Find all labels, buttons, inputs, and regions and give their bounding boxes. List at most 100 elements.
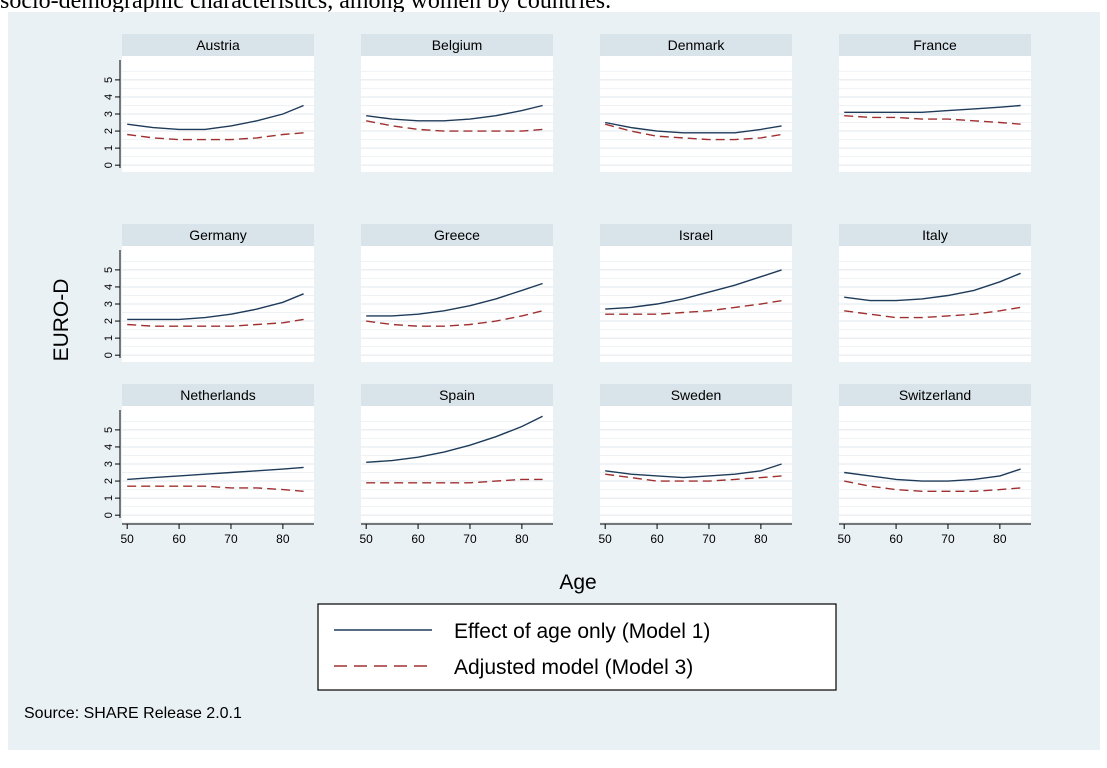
panel-header (839, 34, 1031, 56)
panel-header (600, 384, 792, 406)
series-model3-line (844, 115, 1021, 125)
panel-title: Greece (434, 227, 480, 243)
series-model1-line (366, 104, 543, 122)
series-model1-line (844, 104, 1021, 114)
panel-header (600, 224, 792, 246)
x-tick-label: 80 (276, 532, 290, 546)
panel-spain: Spain 50 60 70 80 (360, 384, 553, 546)
series-model3-line (127, 318, 304, 327)
y-tick-label: 5 (103, 77, 115, 83)
panel-title: Netherlands (180, 387, 256, 403)
y-tick-label: 4 (103, 444, 115, 450)
panel-title: Belgium (432, 37, 483, 53)
series-model1-line (127, 466, 304, 481)
series-model1-line (605, 463, 782, 479)
series-model1-line (366, 282, 543, 317)
panel-title: Denmark (668, 37, 726, 53)
y-tick-label: 5 (103, 267, 115, 273)
x-tick-label: 50 (599, 532, 613, 546)
series-model3-line (605, 123, 782, 141)
y-tick-label: 0 (103, 352, 115, 358)
series-model3-line (605, 473, 782, 482)
series-model1-line (127, 293, 304, 321)
y-tick-label: 4 (103, 94, 115, 100)
y-tick-label: 4 (103, 284, 115, 290)
series-model1-line (605, 121, 782, 134)
legend: Effect of age only (Model 1) Adjusted mo… (317, 603, 837, 691)
series-model3-line (127, 485, 304, 492)
y-tick-label: 1 (103, 495, 115, 501)
y-tick-label: 1 (103, 335, 115, 341)
panel-header (839, 224, 1031, 246)
x-tick-label: 70 (224, 532, 238, 546)
panel-title: Sweden (671, 387, 722, 403)
panel-belgium: Belgium (361, 34, 553, 172)
panel-header (361, 384, 553, 406)
series-model3-line (844, 480, 1021, 492)
legend-box (317, 603, 837, 691)
series-model1-line (605, 269, 782, 310)
panel-title: Italy (922, 227, 948, 243)
panel-header (839, 384, 1031, 406)
panel-title: Austria (196, 37, 240, 53)
header-text: socio-demographic characteristics, among… (0, 0, 612, 14)
x-tick-label: 50 (838, 532, 852, 546)
x-tick-label: 60 (411, 532, 425, 546)
x-tick-label: 50 (121, 532, 135, 546)
panel-israel: Israel (600, 224, 792, 362)
panel-header (600, 34, 792, 56)
series-model3-line (844, 306, 1021, 319)
series-model1-line (844, 272, 1021, 302)
panel-title: Spain (439, 387, 475, 403)
panel-header (122, 224, 314, 246)
legend-label-model1: Effect of age only (Model 1) (454, 620, 710, 643)
panel-title: Israel (679, 227, 713, 243)
panel-sweden: Sweden 50 60 70 80 (599, 384, 792, 546)
panel-italy: Italy (839, 224, 1031, 362)
panel-grid: Austria 0 1 2 3 4 5 Belgium Denmark France Germany… (103, 34, 1031, 546)
panel-header (122, 34, 314, 56)
legend-label-model3: Adjusted model (Model 3) (454, 656, 693, 679)
y-tick-label: 2 (103, 128, 115, 134)
x-tick-label: 60 (172, 532, 186, 546)
panel-denmark: Denmark (600, 34, 792, 172)
series-model3-line (366, 120, 543, 132)
panel-germany: Germany 0 1 2 3 4 5 (103, 224, 314, 362)
x-tick-label: 60 (650, 532, 664, 546)
x-tick-label: 60 (889, 532, 903, 546)
panel-header (122, 384, 314, 406)
x-tick-label: 70 (463, 532, 477, 546)
y-tick-label: 2 (103, 318, 115, 324)
y-tick-label: 2 (103, 478, 115, 484)
x-tick-label: 70 (941, 532, 955, 546)
panel-switzerland: Switzerland 50 60 70 80 (838, 384, 1031, 546)
series-model3-line (366, 478, 543, 484)
source-note: Source: SHARE Release 2.0.1 (24, 705, 242, 722)
x-tick-label: 80 (515, 532, 529, 546)
y-tick-label: 5 (103, 427, 115, 433)
series-model1-line (844, 468, 1021, 482)
x-tick-label: 80 (754, 532, 768, 546)
series-model1-line (127, 104, 304, 131)
panel-header (361, 34, 553, 56)
x-tick-label: 50 (360, 532, 374, 546)
panel-netherlands: Netherlands 0 1 2 3 4 5 50 60 70 80 (103, 384, 314, 546)
y-tick-label: 3 (103, 461, 115, 467)
series-model1-line (366, 415, 543, 463)
y-tick-label: 0 (103, 162, 115, 168)
panel-header (361, 224, 553, 246)
x-tick-label: 80 (993, 532, 1007, 546)
y-tick-label: 3 (103, 111, 115, 117)
panel-title: Germany (189, 227, 247, 243)
series-model3-line (605, 299, 782, 315)
y-tick-label: 3 (103, 301, 115, 307)
y-tick-label: 0 (103, 512, 115, 518)
panel-austria: Austria 0 1 2 3 4 5 (103, 34, 314, 172)
series-model3-line (366, 310, 543, 327)
panel-title: Switzerland (899, 387, 971, 403)
panel-greece: Greece (361, 224, 553, 362)
series-model3-line (127, 132, 304, 141)
x-axis-label: Age (559, 571, 596, 594)
